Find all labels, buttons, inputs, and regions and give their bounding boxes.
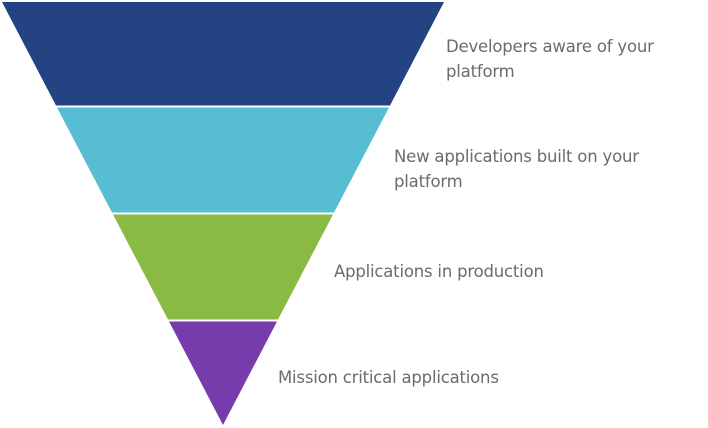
funnel-stage-2: [57, 107, 389, 213]
stage-3-label: Applications in production: [334, 259, 544, 284]
funnel-stage-1: [2, 2, 444, 106]
stage-4-label: Mission critical applications: [278, 365, 499, 390]
stage-4-label-line-1: Mission critical applications: [278, 368, 499, 387]
stage-1-label-line-1: Developers aware of your: [446, 37, 654, 56]
funnel-stage-3: [113, 214, 333, 320]
stage-2-label-line-1: New applications built on your: [394, 147, 639, 166]
stage-2-label: New applications built on your platform: [394, 144, 639, 194]
stage-2-label-line-2: platform: [394, 172, 463, 191]
stage-1-label: Developers aware of your platform: [446, 34, 654, 84]
funnel-stage-4: [169, 321, 277, 425]
stage-1-label-line-2: platform: [446, 62, 515, 81]
stage-3-label-line-1: Applications in production: [334, 262, 544, 281]
